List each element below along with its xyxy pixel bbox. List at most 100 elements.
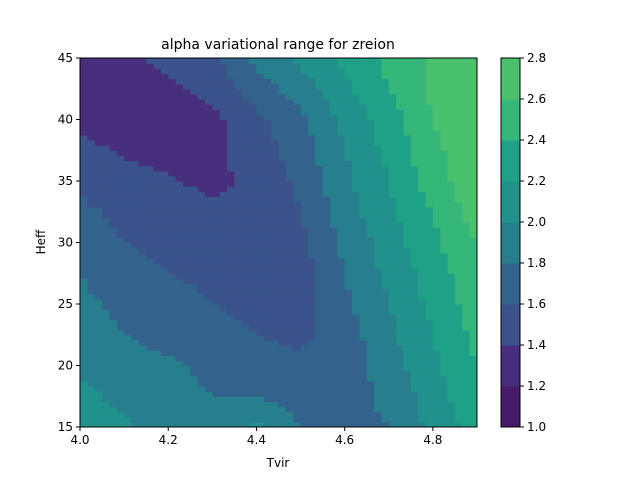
contour-cell — [138, 268, 147, 274]
contour-cell — [410, 201, 419, 208]
contour-cell — [212, 288, 221, 295]
contour-cell — [432, 360, 441, 367]
contour-cell — [241, 319, 250, 326]
contour-cell — [307, 93, 316, 100]
contour-cell — [462, 298, 471, 305]
contour-cell — [403, 365, 412, 372]
contour-cell — [219, 104, 228, 110]
contour-cell — [124, 396, 133, 402]
contour-cell — [175, 186, 184, 192]
contour-cell — [80, 324, 88, 331]
contour-cell — [285, 421, 294, 427]
contour-cell — [94, 268, 103, 274]
contour-cell — [307, 160, 316, 167]
contour-cell — [469, 247, 477, 254]
contour-cell — [307, 329, 316, 336]
contour-cell — [410, 109, 419, 115]
contour-cell — [469, 360, 477, 367]
contour-cell — [234, 93, 243, 100]
contour-cell — [168, 273, 177, 279]
contour-cell — [447, 63, 456, 69]
contour-cell — [241, 160, 250, 167]
contour-cell — [322, 278, 331, 285]
contour-cell — [307, 196, 316, 203]
contour-cell — [102, 355, 111, 361]
contour-cell — [153, 68, 162, 74]
contour-cell — [381, 329, 390, 336]
contour-cell — [469, 129, 477, 136]
contour-cell — [256, 314, 265, 320]
contour-cell — [124, 339, 133, 346]
contour-cell — [256, 401, 265, 408]
contour-cell — [109, 273, 118, 279]
x-tick-label: 4.4 — [247, 433, 266, 447]
contour-cell — [366, 401, 375, 408]
contour-cell — [109, 83, 118, 90]
contour-cell — [138, 273, 147, 279]
contour-cell — [344, 160, 353, 167]
contour-cell — [293, 181, 302, 187]
contour-cell — [366, 129, 375, 136]
contour-cell — [219, 63, 228, 69]
contour-cell — [94, 309, 103, 315]
contour-cell — [403, 375, 412, 382]
contour-cell — [160, 314, 169, 320]
contour-cell — [410, 237, 419, 244]
contour-cell — [109, 211, 118, 218]
contour-cell — [278, 365, 287, 372]
contour-cell — [124, 355, 133, 361]
contour-cell — [396, 134, 405, 141]
contour-cell — [359, 309, 368, 315]
contour-cell — [175, 63, 184, 69]
contour-cell — [116, 58, 125, 64]
contour-cell — [403, 68, 412, 74]
contour-cell — [190, 104, 199, 110]
contour-cell — [204, 329, 213, 336]
contour-cell — [80, 222, 88, 228]
contour-cell — [182, 247, 191, 254]
contour-cell — [175, 155, 184, 162]
contour-cell — [293, 58, 302, 64]
contour-cell — [227, 350, 235, 356]
contour-cell — [293, 375, 302, 382]
contour-cell — [204, 114, 213, 121]
contour-cell — [425, 421, 434, 427]
contour-cell — [300, 380, 309, 387]
colorbar-frame — [500, 57, 521, 428]
contour-cell — [285, 309, 294, 315]
contour-cell — [440, 191, 449, 197]
contour-cell — [447, 93, 456, 100]
contour-cell — [256, 365, 265, 372]
contour-cell — [153, 222, 162, 228]
contour-cell — [366, 119, 375, 126]
contour-cell — [131, 319, 140, 326]
y-tick-label: 35 — [58, 174, 73, 188]
contour-cell — [278, 109, 287, 115]
contour-cell — [116, 155, 125, 162]
contour-cell — [418, 350, 427, 356]
contour-cell — [447, 375, 456, 382]
contour-cell — [388, 319, 397, 326]
contour-cell — [102, 63, 111, 69]
contour-cell — [256, 324, 265, 331]
contour-cell — [425, 365, 434, 372]
contour-cell — [410, 124, 419, 131]
contour-cell — [344, 114, 353, 121]
contour-cell — [366, 150, 375, 156]
contour-cell — [263, 237, 272, 244]
contour-cell — [447, 104, 456, 110]
contour-cell — [410, 216, 419, 223]
contour-cell — [300, 293, 309, 300]
contour-cell — [146, 355, 155, 361]
contour-cell — [315, 411, 324, 418]
contour-cell — [160, 319, 169, 326]
contour-cell — [212, 298, 221, 305]
contour-cell — [432, 242, 441, 249]
contour-cell — [462, 263, 471, 269]
contour-cell — [190, 232, 199, 238]
contour-cell — [109, 298, 118, 305]
contour-cell — [146, 247, 155, 254]
contour-cell — [94, 257, 103, 264]
contour-cell — [432, 206, 441, 213]
contour-cell — [204, 401, 213, 408]
